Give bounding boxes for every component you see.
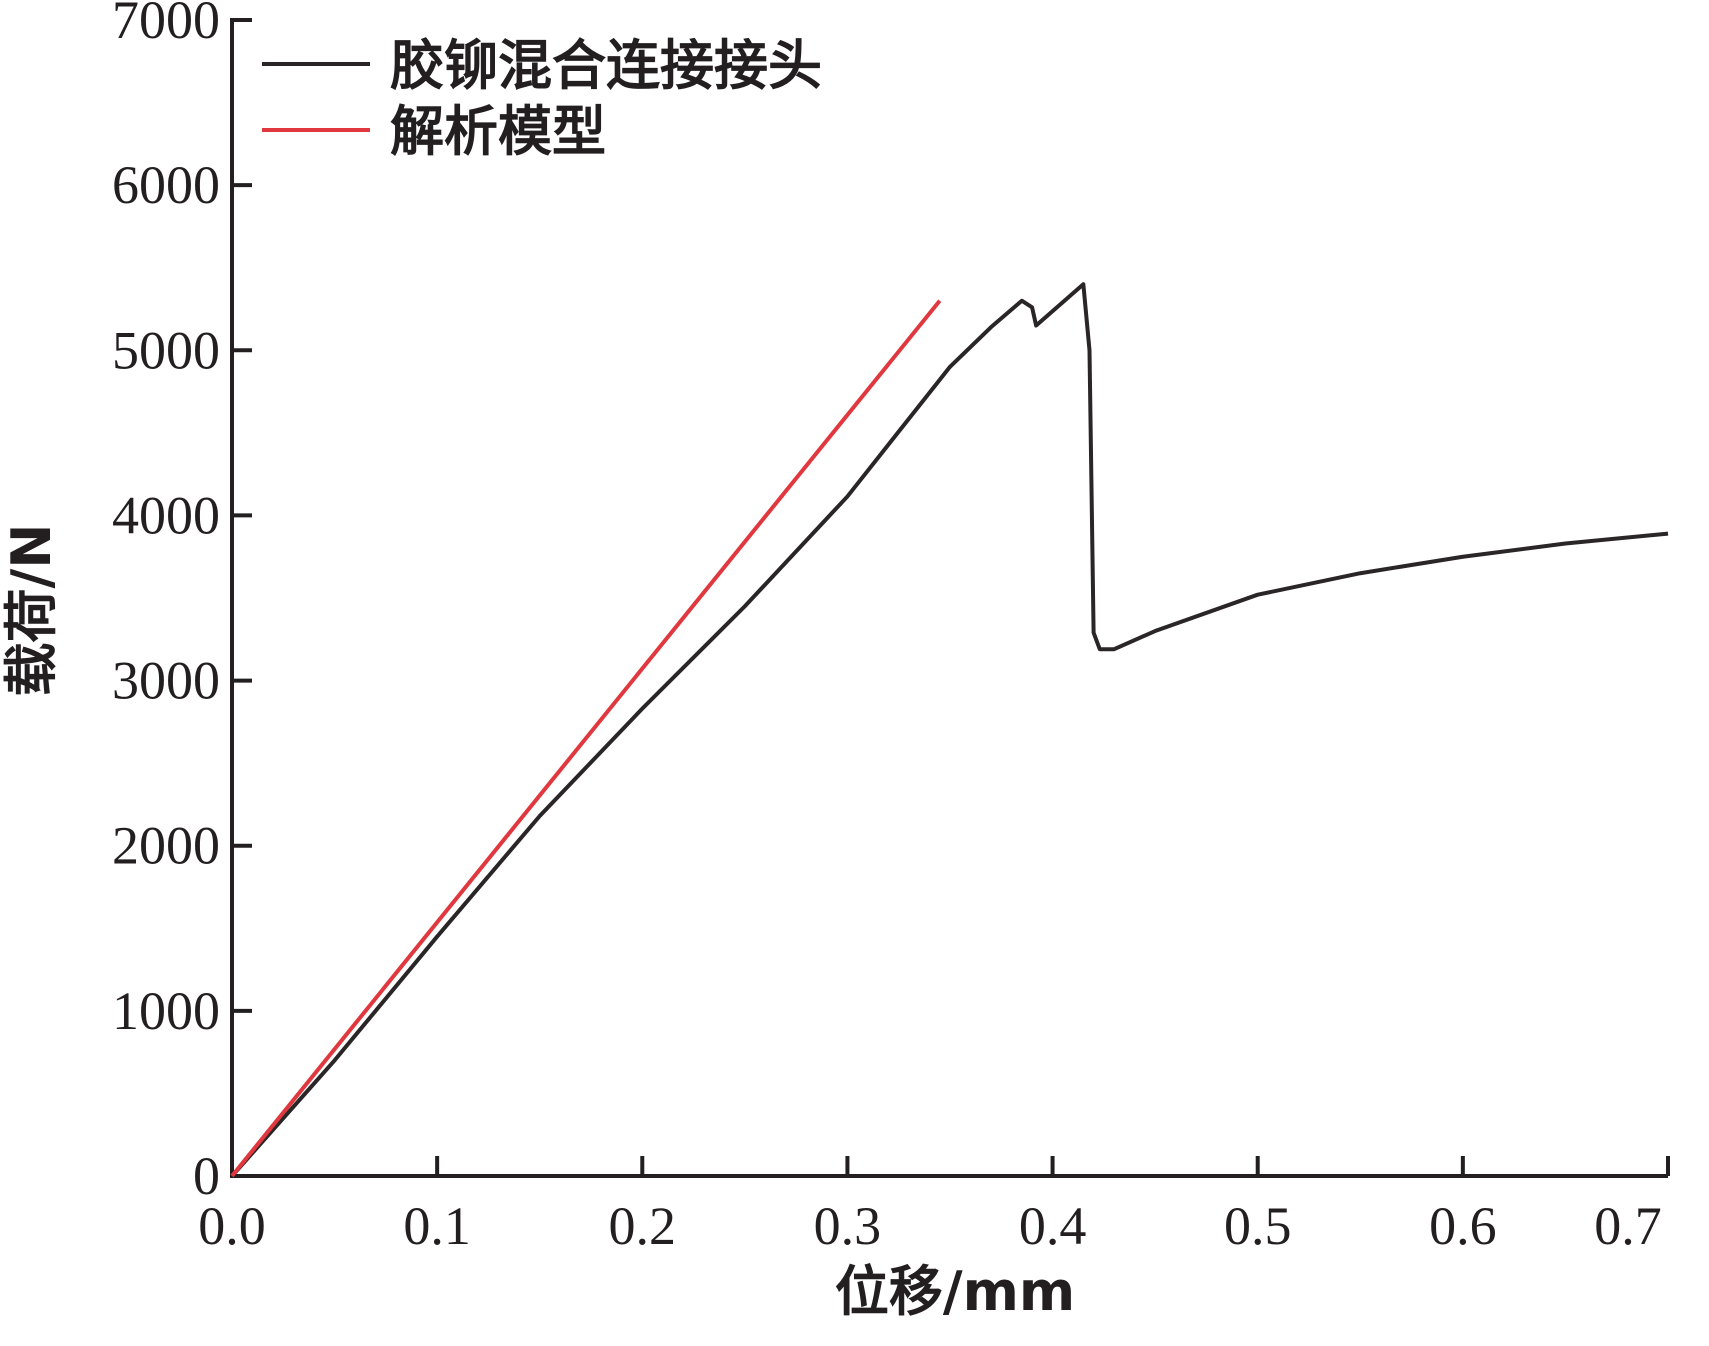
x-tick-label: 0.0 bbox=[198, 1196, 266, 1256]
y-tick-label: 2000 bbox=[112, 816, 220, 876]
y-tick-label: 3000 bbox=[112, 651, 220, 711]
series-line bbox=[230, 299, 942, 1178]
y-tick-label: 0 bbox=[193, 1146, 220, 1206]
legend-label: 胶铆混合连接接头 bbox=[390, 34, 822, 97]
y-tick-label: 5000 bbox=[112, 320, 220, 380]
x-tick-label: 0.2 bbox=[609, 1196, 677, 1256]
x-tick-label: 0.3 bbox=[814, 1196, 882, 1256]
x-tick-label: 0.7 bbox=[1594, 1196, 1662, 1256]
x-tick-label: 0.4 bbox=[1019, 1196, 1087, 1256]
x-tick-label: 0.6 bbox=[1429, 1196, 1497, 1256]
legend-label: 解析模型 bbox=[390, 100, 606, 163]
y-tick-label: 6000 bbox=[112, 155, 220, 215]
series-line bbox=[230, 282, 1669, 1178]
y-axis-label: 载荷/N bbox=[0, 524, 63, 697]
x-axis-label: 位移/mm bbox=[835, 1260, 1075, 1323]
y-tick-label: 7000 bbox=[112, 0, 220, 50]
x-tick-label: 0.5 bbox=[1224, 1196, 1292, 1256]
x-tick-label: 0.1 bbox=[403, 1196, 471, 1256]
y-tick-label: 1000 bbox=[112, 981, 220, 1041]
y-tick-label: 4000 bbox=[112, 485, 220, 545]
